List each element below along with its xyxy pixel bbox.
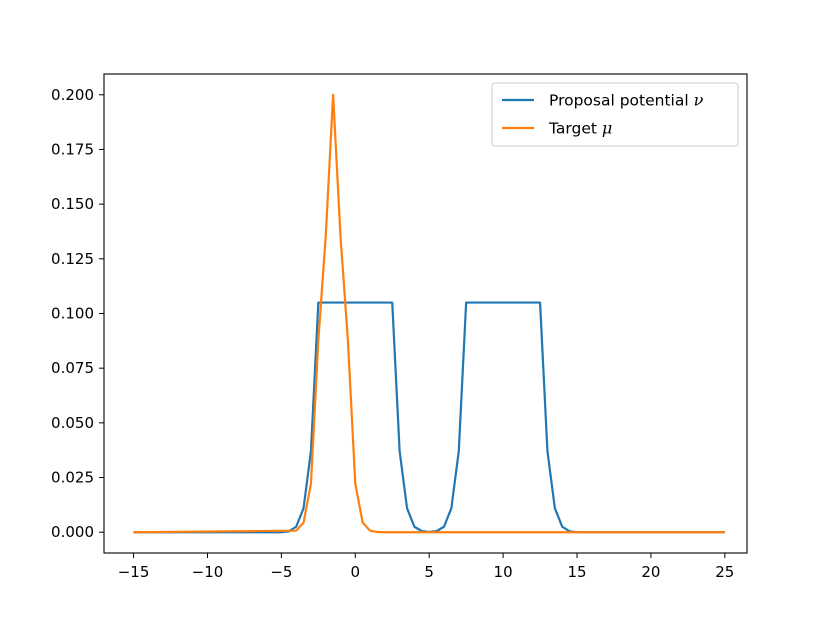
x-tick-label: 15 [567,563,586,581]
legend-label-target: Target μ [548,119,612,138]
y-tick-label: 0.100 [51,305,94,323]
legend-label-proposal: Proposal potential ν [549,91,704,110]
plot-background [104,74,747,553]
y-tick-label: 0.075 [51,359,94,377]
x-tick-label: 5 [424,563,434,581]
y-tick-label: 0.050 [51,414,94,432]
y-tick-label: 0.200 [51,86,94,104]
x-tick-label: 10 [494,563,513,581]
plot-area [103,73,748,554]
y-axis: 0.000 0.025 0.050 0.075 0.100 0.125 0.150 0.175… [51,86,104,541]
x-tick-label: 20 [641,563,660,581]
legend: Proposal potential ν Target μ [491,82,739,147]
series-layer [133,93,725,534]
x-tick-label: 0 [351,563,361,581]
x-axis: −15 −10 −5 0 5 10 15 20 25 [118,553,734,581]
x-tick-label: −5 [270,563,292,581]
series-line-target [133,93,725,534]
legend-symbol: ν [694,91,704,110]
legend-symbol: μ [602,119,612,138]
x-tick-label: −15 [118,563,150,581]
y-tick-label: 0.025 [51,469,94,487]
x-tick-label: 25 [715,563,734,581]
y-tick-label: 0.150 [51,195,94,213]
y-tick-label: 0.000 [51,523,94,541]
legend-box [491,82,739,147]
y-tick-label: 0.175 [51,140,94,158]
y-tick-label: 0.125 [51,250,94,268]
x-tick-label: −10 [192,563,224,581]
